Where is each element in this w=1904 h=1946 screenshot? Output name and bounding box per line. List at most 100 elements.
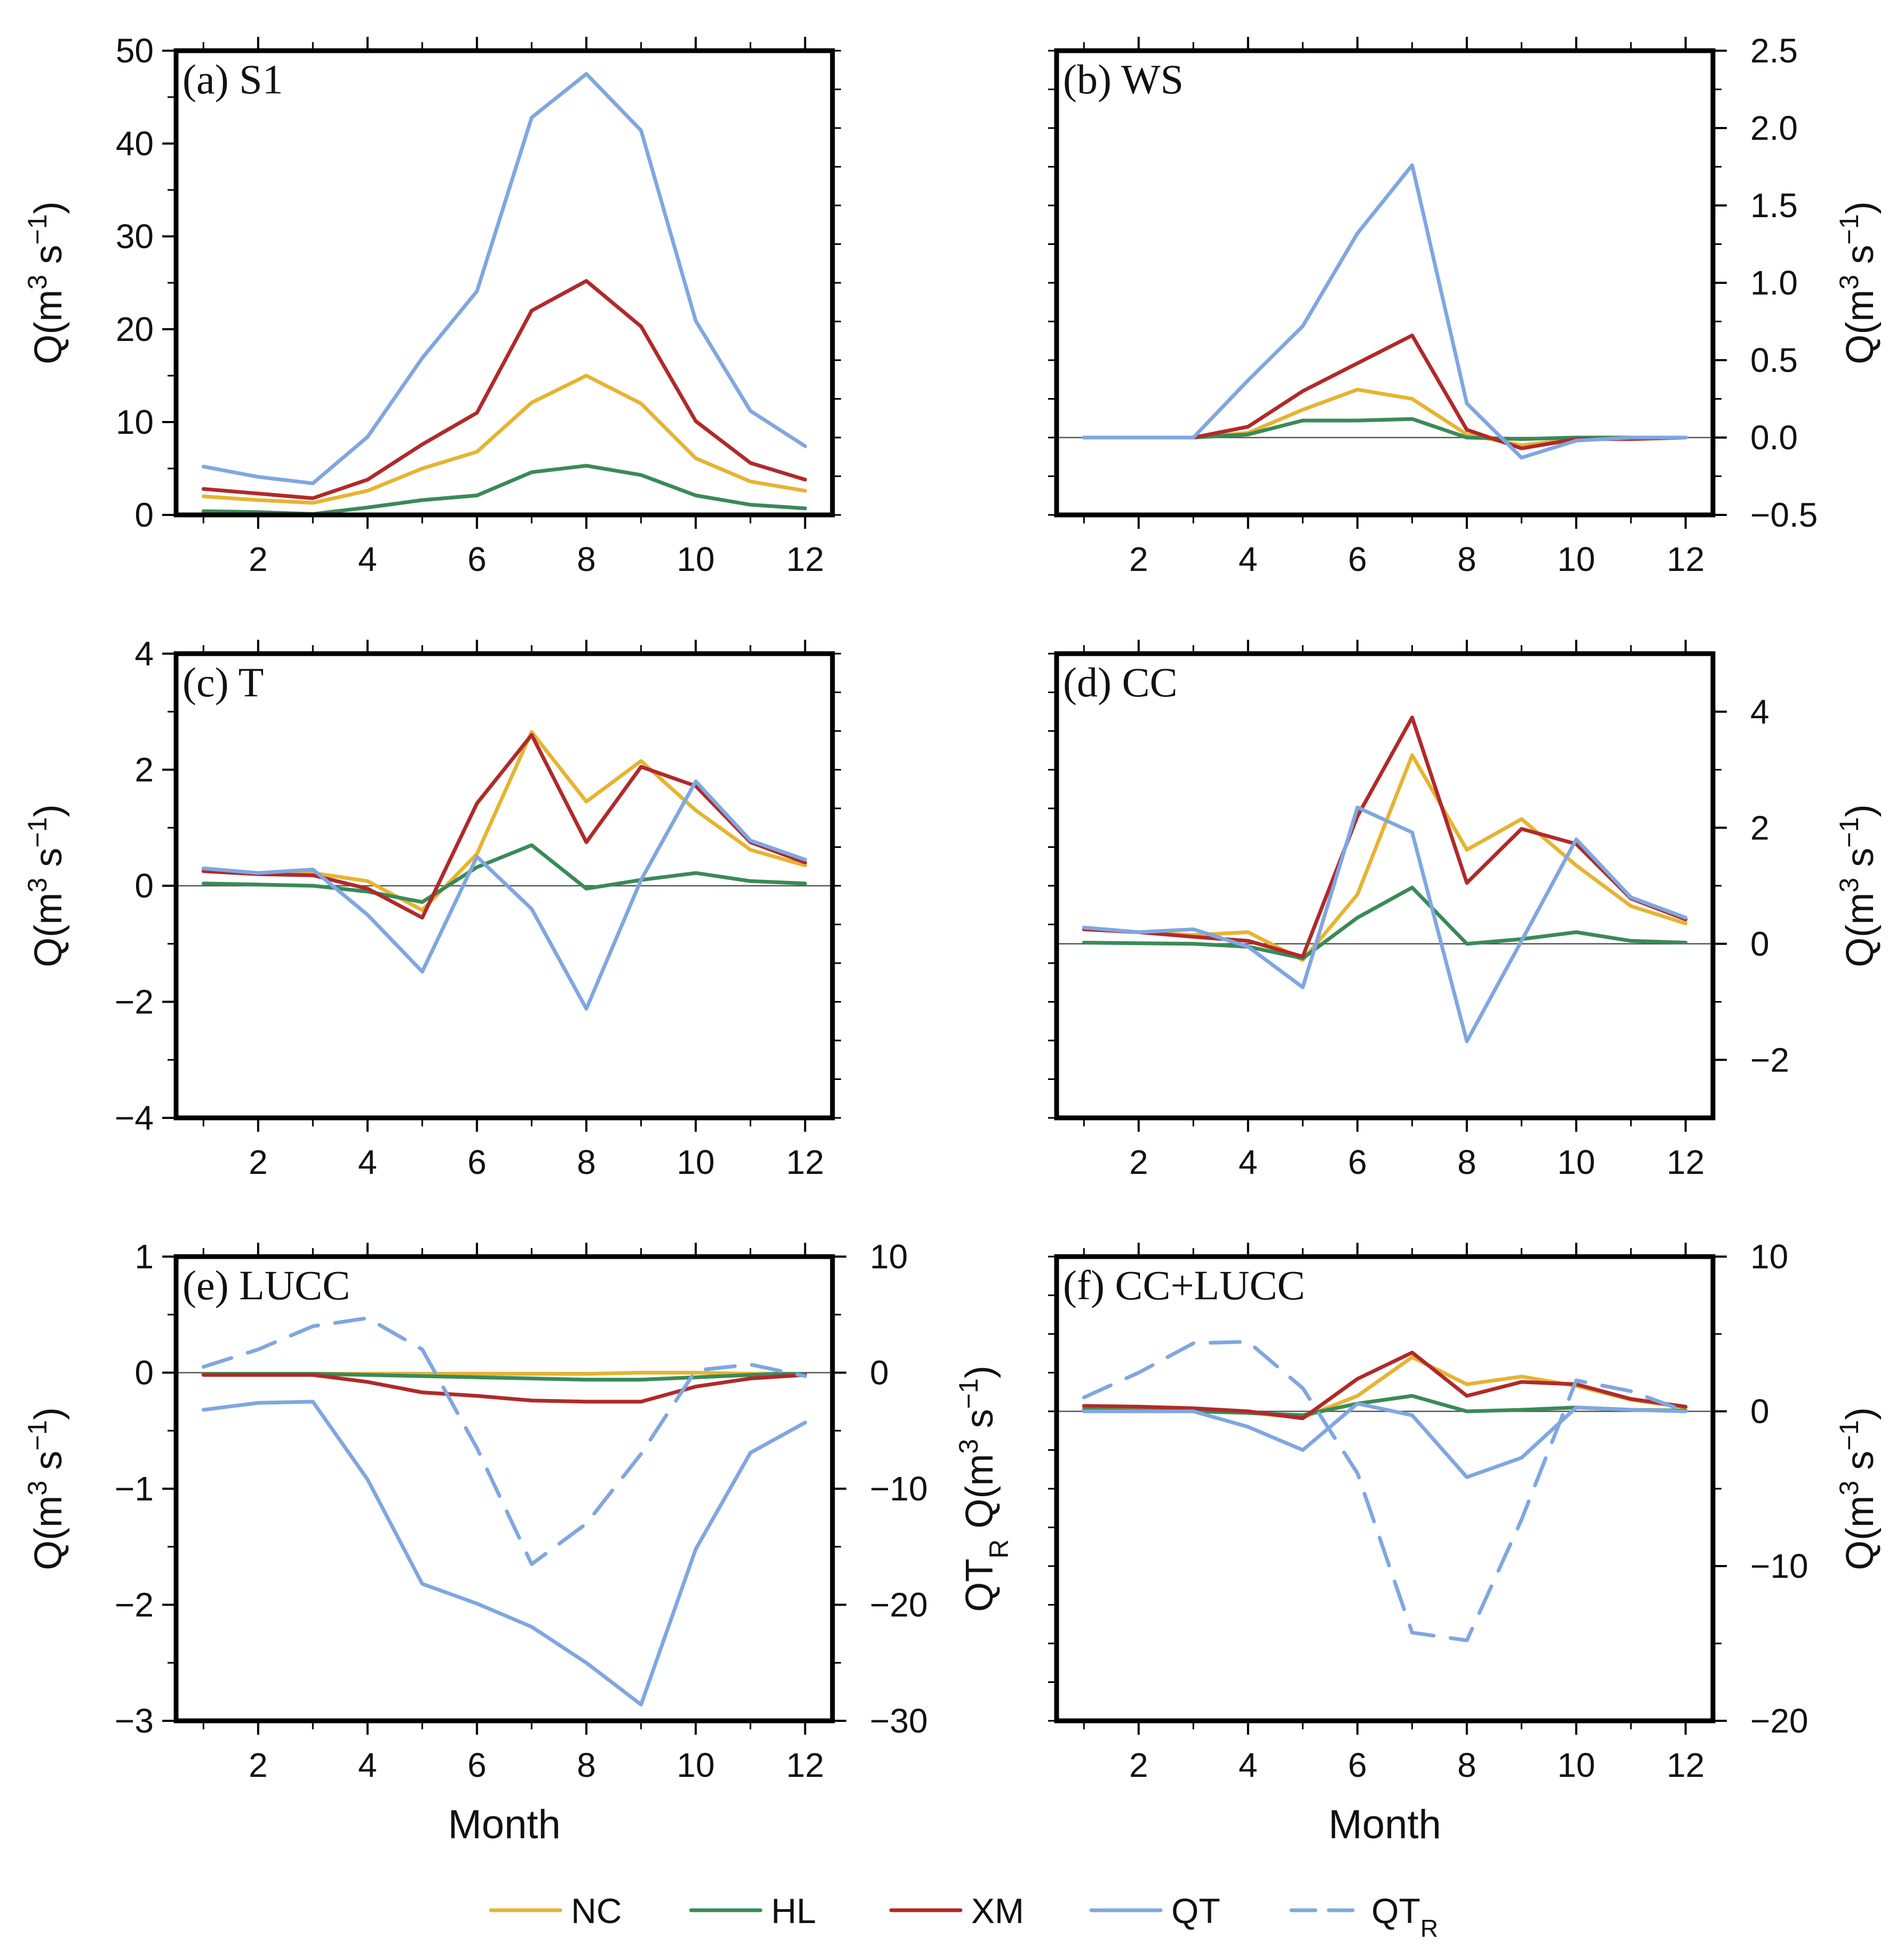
y-tick-label-left: 20 (116, 310, 154, 348)
x-tick-label: 8 (577, 1143, 596, 1181)
y-tick-label-right: −20 (1750, 1702, 1808, 1740)
panel-title: (d) CC (1063, 659, 1178, 705)
y-tick-label-right: 2.5 (1750, 31, 1798, 70)
y-tick-label-right: 0 (1750, 1392, 1770, 1431)
plot-frame (1054, 48, 1716, 518)
y-tick-label-right: −10 (1750, 1547, 1808, 1585)
panel-b: 2 4 6 8 10 12 −0.5 0.0 0.5 1.0 1.5 2.0 2.5 Q(m3 s−1) (… (1048, 31, 1882, 578)
series-line-qt (201, 72, 807, 486)
x-tick-label: 6 (467, 1746, 487, 1784)
x-tick-label: 2 (1129, 1143, 1148, 1181)
y-tick-label-left: 1 (134, 1237, 154, 1276)
y-tick-label-right: 1.0 (1750, 264, 1798, 302)
x-tick-label: 12 (786, 1143, 824, 1181)
x-tick-label: 6 (1348, 1143, 1367, 1181)
series-line-xm (201, 1373, 807, 1404)
series-line-qtr (201, 1316, 807, 1566)
x-tick-label: 6 (1348, 1746, 1367, 1784)
y-tick-label-left: −1 (115, 1470, 154, 1508)
y-tick-label-left: 30 (116, 217, 154, 256)
y-tick-label-left: 0 (134, 496, 154, 534)
y-tick-label-right: −30 (870, 1702, 928, 1740)
x-tick-label: 2 (249, 540, 268, 578)
y-tick-label-right: 0 (870, 1354, 889, 1392)
plot-frame (1054, 1254, 1716, 1723)
y-axis-label-left: Q(m3 s−1) (22, 201, 70, 364)
panel-c: 2 4 6 8 10 12 −4 −2 0 2 4 Q(m3 s−1) (c) T (22, 634, 841, 1181)
x-tick-label: 12 (786, 1746, 824, 1784)
x-tick-label: 2 (1129, 540, 1148, 578)
series-line-qt (201, 1400, 807, 1707)
x-tick-label: 4 (1239, 1746, 1258, 1784)
x-tick-label: 4 (1239, 540, 1258, 578)
series-line-qt (1082, 1402, 1688, 1479)
plot-frame (173, 1254, 835, 1723)
x-axis-label: Month (1328, 1802, 1441, 1847)
x-tick-label: 12 (1667, 1746, 1704, 1784)
legend: NC HL XM QT QTR (489, 1891, 1438, 1942)
x-tick-label: 4 (358, 1143, 377, 1181)
y-tick-label-left: 50 (116, 31, 154, 70)
y-tick-label-right: −2 (1750, 1040, 1789, 1079)
x-tick-label: 8 (1457, 1746, 1477, 1784)
x-tick-label: 6 (1348, 540, 1367, 578)
series-line-xm (1082, 716, 1688, 959)
panel-title: (b) WS (1063, 56, 1184, 102)
legend-label-xm: XM (971, 1891, 1024, 1931)
y-tick-label-right: 2.0 (1750, 109, 1798, 147)
series-line-qt (201, 779, 807, 1011)
y-tick-label-right: −20 (870, 1586, 928, 1624)
y-tick-label-left: 0 (134, 1354, 154, 1392)
legend-label-hl: HL (771, 1891, 816, 1931)
y-axis-label-right: Q(m3 s−1) (1834, 201, 1882, 364)
x-tick-label: 10 (677, 1143, 715, 1181)
x-tick-label: 12 (786, 540, 824, 578)
panel-f: 2 4 6 8 10 12 −20 −10 0 10 Q(m3 s−1) (f) CC+LUCC Mon… (1048, 1237, 1882, 1847)
y-tick-label-right: 10 (1750, 1237, 1788, 1276)
y-axis-label-right: Q(m3 s−1) (1834, 804, 1882, 967)
plot-frame (173, 48, 835, 518)
series-line-qt (1082, 805, 1688, 1043)
series-line-hl (1082, 885, 1688, 960)
y-tick-label-left: −2 (115, 1586, 154, 1624)
series-line-xm (1082, 333, 1688, 450)
series-line-qt (1082, 163, 1688, 460)
x-tick-label: 12 (1667, 1143, 1704, 1181)
x-axis-label: Month (448, 1802, 560, 1847)
y-tick-label-left: 40 (116, 124, 154, 163)
y-axis-label-left: Q(m3 s−1) (22, 1407, 70, 1570)
series-line-xm (201, 733, 807, 920)
series-line-qtr (1082, 1340, 1688, 1642)
panel-title: (c) T (183, 659, 264, 705)
x-tick-label: 2 (249, 1746, 268, 1784)
y-tick-label-right: 10 (870, 1237, 908, 1276)
x-tick-label: 4 (1239, 1143, 1258, 1181)
panel-title: (e) LUCC (183, 1262, 350, 1308)
x-tick-label: 10 (1557, 1143, 1595, 1181)
y-axis-label-right: QTR Q(m3 s−1) (953, 1365, 1014, 1612)
y-tick-label-right: 0 (1750, 925, 1770, 963)
panel-title: (a) S1 (183, 56, 283, 102)
panel-d: 2 4 6 8 10 12 −2 0 2 4 Q(m3 s−1) (d) CC (1048, 640, 1882, 1181)
series-line-hl (201, 464, 807, 516)
y-tick-label-left: −2 (115, 983, 154, 1021)
plot-frame (1054, 651, 1716, 1121)
panel-a: 2 4 6 8 10 12 0 10 20 30 40 50 Q(m3 s−1) (a) S1 (22, 31, 841, 578)
y-tick-label-right: −10 (870, 1470, 928, 1508)
legend-label-qtr: QTR (1371, 1891, 1438, 1942)
y-tick-label-right: 1.5 (1750, 186, 1798, 225)
x-tick-label: 6 (467, 1143, 487, 1181)
x-tick-label: 10 (677, 540, 715, 578)
y-tick-label-right: 4 (1750, 693, 1770, 731)
legend-label-nc: NC (571, 1891, 622, 1931)
series-line-nc (201, 730, 807, 912)
y-tick-label-right: 2 (1750, 808, 1770, 847)
x-tick-label: 8 (577, 1746, 596, 1784)
x-tick-label: 6 (467, 540, 487, 578)
y-tick-label-left: −3 (115, 1702, 154, 1740)
y-tick-label-left: −4 (115, 1099, 154, 1137)
x-tick-label: 2 (249, 1143, 268, 1181)
legend-label-qt: QT (1171, 1891, 1220, 1931)
series-line-xm (1082, 1351, 1688, 1420)
